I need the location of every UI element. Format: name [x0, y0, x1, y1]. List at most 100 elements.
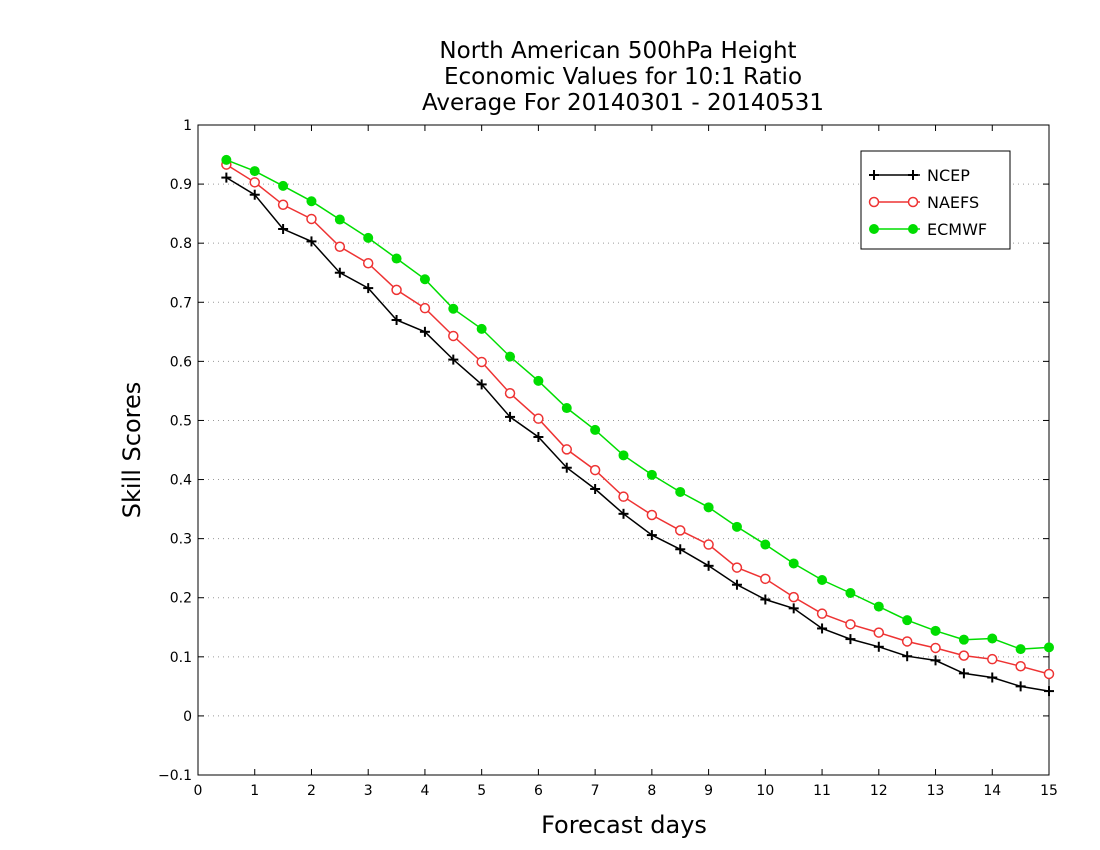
- y-tick-label: 0.7: [170, 295, 192, 311]
- x-tick-label: 13: [927, 783, 945, 799]
- x-tick-label: 15: [1040, 783, 1058, 799]
- legend-marker-ecmwf: [869, 224, 879, 234]
- data-point-ecmwf: [306, 196, 317, 207]
- data-point-ecmwf: [646, 469, 657, 480]
- x-tick-label: 10: [756, 783, 774, 799]
- data-point-ncep: [788, 603, 799, 614]
- data-point-naefs: [816, 608, 828, 619]
- y-tick-label: 0.1: [170, 650, 192, 666]
- data-point-naefs: [1043, 668, 1055, 680]
- data-point-ecmwf: [505, 351, 516, 362]
- series-naefs: [221, 159, 1055, 680]
- data-point-ecmwf: [618, 450, 629, 461]
- data-point-ncep: [419, 326, 430, 337]
- data-point-ncep: [760, 594, 771, 605]
- data-point-naefs: [334, 241, 346, 252]
- data-point-ncep: [533, 432, 544, 442]
- x-tick-label: 9: [704, 783, 713, 799]
- x-tick-label: 12: [870, 783, 888, 799]
- data-point-naefs: [476, 356, 487, 368]
- data-point-ecmwf: [873, 601, 884, 612]
- data-point-ecmwf: [1044, 642, 1054, 653]
- y-tick-label: −0.1: [158, 768, 192, 784]
- y-tick-label: 0.9: [170, 177, 192, 193]
- legend-marker-ncep: [908, 170, 918, 180]
- data-point-ecmwf: [590, 424, 601, 435]
- data-point-ecmwf: [221, 154, 232, 165]
- legend: NCEP NAEFS ECMWF: [860, 150, 1011, 250]
- data-point-ecmwf: [363, 232, 374, 243]
- x-tick-label: 14: [983, 783, 1001, 799]
- y-tick-label: 1: [183, 118, 192, 134]
- x-axis-label: Forecast days: [541, 811, 707, 839]
- data-point-ecmwf: [788, 558, 799, 569]
- y-tick-label: 0.6: [170, 354, 192, 370]
- data-point-ncep: [731, 579, 742, 590]
- chart-title-line-3: Average For 20140301 - 20140531: [422, 90, 824, 116]
- data-point-ncep: [278, 224, 289, 234]
- data-point-ecmwf: [1015, 644, 1026, 655]
- data-point-ncep: [703, 560, 714, 571]
- data-point-naefs: [277, 199, 289, 211]
- data-point-ecmwf: [448, 303, 459, 314]
- data-point-naefs: [504, 388, 516, 399]
- data-point-ecmwf: [760, 539, 771, 550]
- series-layer: [221, 154, 1055, 697]
- data-point-ecmwf: [334, 214, 345, 225]
- plot-frame: [197, 124, 1050, 776]
- x-tick-label: 7: [591, 783, 600, 799]
- data-point-ecmwf: [902, 615, 913, 626]
- y-tick-label: 0: [183, 709, 192, 725]
- x-tick-label: 5: [477, 783, 486, 799]
- data-point-naefs: [589, 464, 601, 476]
- data-point-ncep: [930, 655, 941, 666]
- data-point-naefs: [306, 213, 317, 225]
- x-tick-label: 3: [364, 783, 373, 799]
- data-point-ecmwf: [703, 502, 714, 513]
- data-point-ecmwf: [391, 253, 402, 264]
- data-point-naefs: [561, 444, 573, 455]
- chart-title-line-2: Economic Values for 10:1 Ratio: [444, 64, 802, 90]
- data-point-naefs: [760, 573, 771, 585]
- data-point-ncep: [675, 544, 686, 555]
- y-tick-label: 0.2: [170, 591, 192, 607]
- data-point-ecmwf: [561, 403, 572, 414]
- data-point-ecmwf: [731, 521, 742, 532]
- series-line-ecmwf: [226, 159, 1050, 650]
- legend-label-naefs: NAEFS: [927, 193, 979, 212]
- x-tick-label: 8: [647, 783, 656, 799]
- chart-title-line-1: North American 500hPa Height: [439, 38, 796, 64]
- x-tick-label: 6: [534, 783, 543, 799]
- y-tick-label: 0.3: [170, 532, 192, 548]
- x-tick-label: 2: [307, 783, 316, 799]
- y-axis-ticks: −0.1 0 0.1 0.2 0.3 0.4 0.5 0.6 0.7 0.8 0.9 1: [158, 118, 1049, 784]
- legend-marker-naefs: [907, 196, 919, 208]
- data-point-ncep: [505, 411, 516, 422]
- data-point-naefs: [391, 284, 402, 296]
- y-tick-label: 0.8: [170, 236, 192, 252]
- data-point-ncep: [987, 672, 998, 683]
- data-point-ecmwf: [476, 323, 487, 334]
- data-point-ncep: [958, 668, 969, 679]
- legend-box: [860, 150, 1011, 250]
- data-point-ecmwf: [419, 274, 430, 285]
- data-point-ncep: [249, 189, 260, 200]
- data-point-ncep: [646, 530, 657, 541]
- legend-marker-ncep: [869, 170, 879, 180]
- data-point-ecmwf: [817, 575, 828, 585]
- chart-title: North American 500hPa Height Economic Va…: [422, 38, 824, 116]
- data-point-ecmwf: [278, 180, 289, 191]
- data-point-naefs: [362, 258, 374, 269]
- data-point-naefs: [873, 627, 885, 638]
- data-point-ncep: [391, 315, 402, 325]
- y-tick-label: 0.4: [170, 473, 192, 489]
- x-tick-label: 4: [420, 783, 429, 799]
- legend-marker-naefs: [868, 196, 880, 208]
- data-point-ecmwf: [930, 625, 941, 636]
- y-tick-label: 0.5: [170, 413, 192, 429]
- data-point-ncep: [873, 641, 884, 652]
- data-point-ecmwf: [675, 486, 686, 497]
- data-point-naefs: [845, 619, 856, 630]
- data-point-ncep: [590, 484, 601, 494]
